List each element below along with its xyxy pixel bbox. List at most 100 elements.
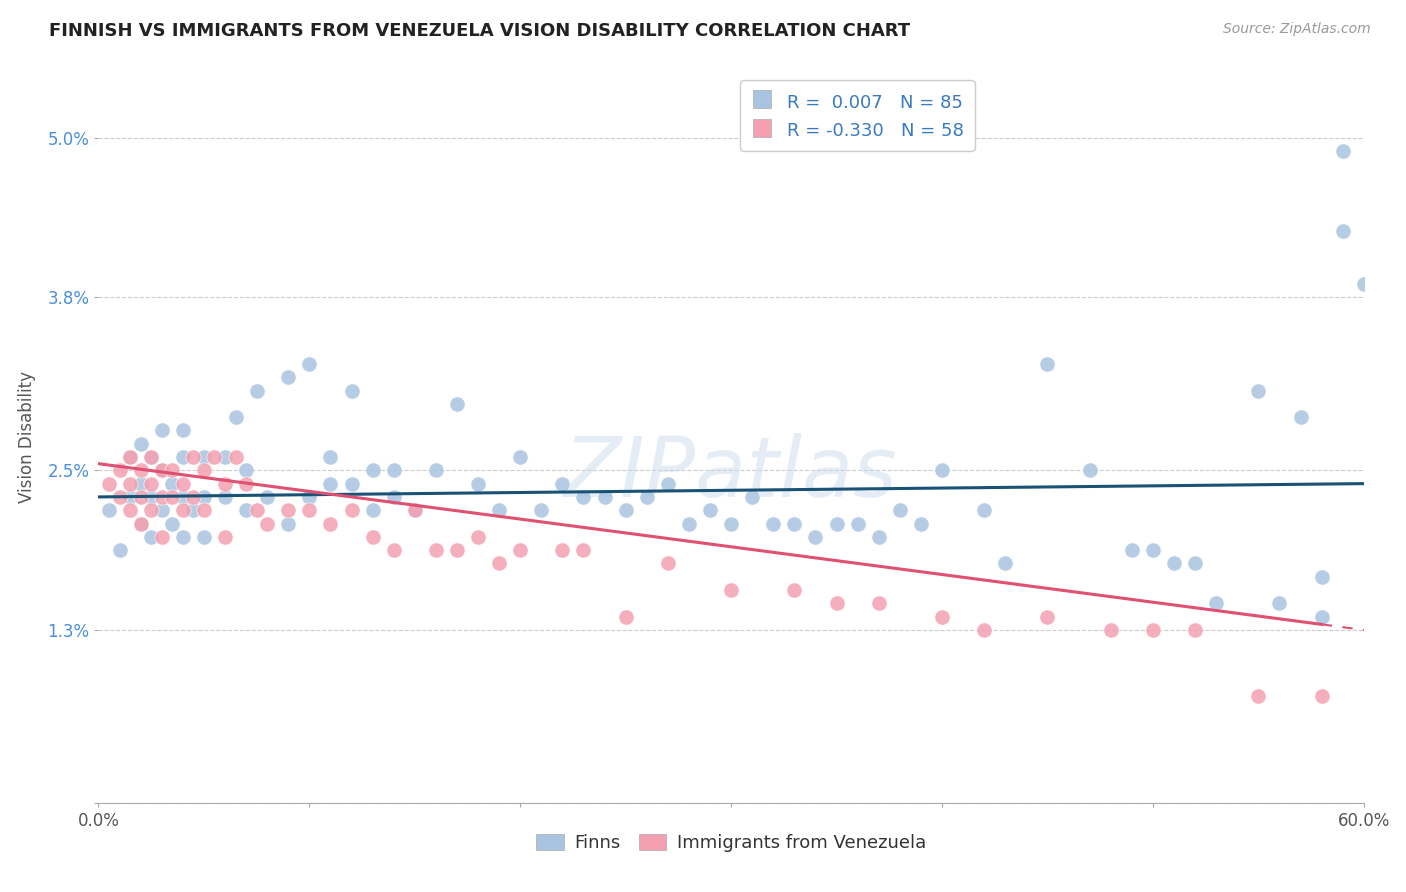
Point (172, 476, 194, 491)
Point (277, 370, 299, 384)
Point (488, 557, 510, 571)
Point (129, 463, 152, 477)
Point (1078, 463, 1101, 477)
Point (636, 490, 658, 504)
Point (678, 516, 700, 531)
Point (931, 609, 953, 624)
Point (129, 516, 152, 531)
Point (340, 503, 363, 517)
Point (172, 503, 194, 517)
Point (1205, 596, 1227, 610)
Point (277, 503, 299, 517)
Point (572, 490, 595, 504)
Point (931, 463, 953, 477)
Point (225, 410, 247, 425)
Point (108, 543, 131, 558)
Point (172, 450, 194, 464)
Point (994, 557, 1017, 571)
Point (129, 436, 152, 450)
Point (141, 476, 163, 491)
Point (214, 530, 236, 544)
Point (1142, 623, 1164, 637)
Point (193, 503, 215, 517)
Point (129, 490, 152, 504)
Point (382, 543, 405, 558)
Point (783, 516, 806, 531)
Point (1310, 570, 1333, 584)
Point (277, 516, 299, 531)
Point (593, 490, 616, 504)
Point (382, 490, 405, 504)
Point (340, 384, 363, 398)
Point (298, 490, 321, 504)
Point (973, 503, 995, 517)
Point (425, 543, 447, 558)
Point (614, 609, 637, 624)
Point (120, 476, 141, 491)
Point (825, 516, 848, 531)
Point (509, 450, 531, 464)
Point (162, 463, 183, 477)
Point (657, 557, 679, 571)
Point (1331, 224, 1354, 238)
Point (120, 450, 141, 464)
Point (141, 490, 163, 504)
Point (141, 450, 163, 464)
Point (256, 490, 278, 504)
Point (551, 543, 574, 558)
Point (783, 582, 806, 597)
Point (1036, 357, 1059, 371)
Point (846, 516, 869, 531)
Point (298, 503, 321, 517)
Point (183, 450, 205, 464)
Point (1121, 543, 1143, 558)
Point (382, 463, 405, 477)
Point (172, 490, 194, 504)
Point (225, 450, 247, 464)
Point (910, 516, 932, 531)
Point (172, 530, 194, 544)
Point (246, 503, 269, 517)
Point (150, 490, 173, 504)
Point (551, 476, 574, 491)
Text: ZIPatlas: ZIPatlas (564, 434, 898, 514)
Point (1247, 690, 1270, 704)
Point (404, 503, 426, 517)
Point (889, 503, 911, 517)
Point (150, 424, 173, 438)
Point (1331, 144, 1354, 158)
Point (214, 450, 236, 464)
Point (235, 463, 257, 477)
Point (298, 357, 321, 371)
Point (150, 503, 173, 517)
Point (614, 503, 637, 517)
Point (446, 397, 468, 411)
Point (762, 516, 785, 531)
Point (1310, 609, 1333, 624)
Point (657, 476, 679, 491)
Point (183, 503, 205, 517)
Point (1142, 543, 1164, 558)
Point (340, 476, 363, 491)
Point (1310, 690, 1333, 704)
Point (150, 463, 173, 477)
Point (256, 516, 278, 531)
Point (804, 530, 827, 544)
Point (319, 476, 342, 491)
Point (1268, 596, 1291, 610)
Point (235, 503, 257, 517)
Point (214, 490, 236, 504)
Point (467, 530, 489, 544)
Y-axis label: Vision Disability: Vision Disability (18, 371, 37, 503)
Point (108, 490, 131, 504)
Point (98, 476, 121, 491)
Point (120, 503, 141, 517)
Point (162, 490, 183, 504)
Point (1099, 623, 1122, 637)
Legend: Finns, Immigrants from Venezuela: Finns, Immigrants from Venezuela (529, 827, 934, 860)
Point (319, 450, 342, 464)
Point (129, 516, 152, 531)
Point (467, 476, 489, 491)
Point (1289, 410, 1312, 425)
Point (1163, 557, 1185, 571)
